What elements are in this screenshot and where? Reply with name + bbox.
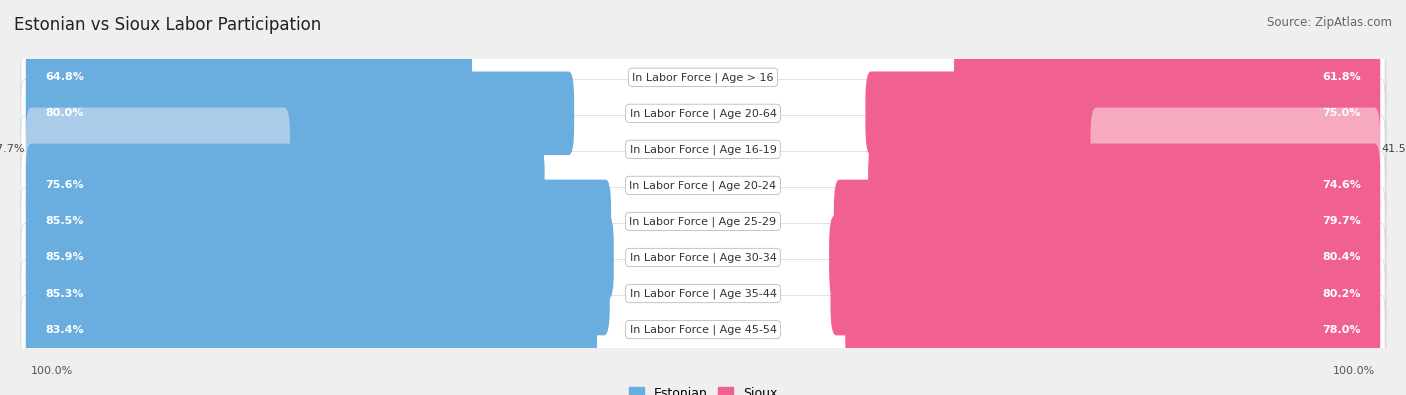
- FancyBboxPatch shape: [831, 252, 1381, 335]
- Text: 37.7%: 37.7%: [0, 144, 24, 154]
- FancyBboxPatch shape: [1091, 107, 1381, 191]
- FancyBboxPatch shape: [25, 36, 472, 119]
- FancyBboxPatch shape: [22, 260, 1388, 328]
- FancyBboxPatch shape: [21, 115, 1385, 183]
- FancyBboxPatch shape: [834, 180, 1381, 263]
- FancyBboxPatch shape: [25, 180, 612, 263]
- FancyBboxPatch shape: [25, 288, 598, 371]
- FancyBboxPatch shape: [845, 288, 1381, 371]
- FancyBboxPatch shape: [25, 144, 544, 227]
- Text: In Labor Force | Age 25-29: In Labor Force | Age 25-29: [630, 216, 776, 227]
- Text: 41.5%: 41.5%: [1382, 144, 1406, 154]
- Text: 80.4%: 80.4%: [1322, 252, 1361, 263]
- FancyBboxPatch shape: [21, 43, 1385, 111]
- Text: 85.5%: 85.5%: [45, 216, 83, 226]
- Text: 75.0%: 75.0%: [1323, 108, 1361, 118]
- Text: 85.3%: 85.3%: [45, 288, 83, 299]
- Text: In Labor Force | Age 16-19: In Labor Force | Age 16-19: [630, 144, 776, 154]
- Text: In Labor Force | Age 20-64: In Labor Force | Age 20-64: [630, 108, 776, 118]
- FancyBboxPatch shape: [21, 152, 1385, 219]
- FancyBboxPatch shape: [25, 107, 290, 191]
- Text: In Labor Force | Age 35-44: In Labor Force | Age 35-44: [630, 288, 776, 299]
- FancyBboxPatch shape: [21, 79, 1385, 147]
- FancyBboxPatch shape: [868, 144, 1381, 227]
- Text: In Labor Force | Age 20-24: In Labor Force | Age 20-24: [630, 180, 776, 191]
- Text: 61.8%: 61.8%: [1322, 72, 1361, 82]
- FancyBboxPatch shape: [22, 44, 1388, 112]
- Text: 100.0%: 100.0%: [1333, 366, 1375, 376]
- FancyBboxPatch shape: [22, 80, 1388, 148]
- Text: In Labor Force | Age 30-34: In Labor Force | Age 30-34: [630, 252, 776, 263]
- Text: 75.6%: 75.6%: [45, 181, 84, 190]
- FancyBboxPatch shape: [22, 296, 1388, 364]
- FancyBboxPatch shape: [830, 216, 1381, 299]
- FancyBboxPatch shape: [21, 296, 1385, 363]
- Text: In Labor Force | Age > 16: In Labor Force | Age > 16: [633, 72, 773, 83]
- FancyBboxPatch shape: [955, 36, 1381, 119]
- FancyBboxPatch shape: [25, 71, 574, 155]
- Text: 79.7%: 79.7%: [1322, 216, 1361, 226]
- Text: 80.2%: 80.2%: [1323, 288, 1361, 299]
- Text: 64.8%: 64.8%: [45, 72, 84, 82]
- Text: 80.0%: 80.0%: [45, 108, 83, 118]
- FancyBboxPatch shape: [21, 224, 1385, 292]
- FancyBboxPatch shape: [22, 224, 1388, 292]
- Text: 100.0%: 100.0%: [31, 366, 73, 376]
- Legend: Estonian, Sioux: Estonian, Sioux: [624, 382, 782, 395]
- FancyBboxPatch shape: [21, 188, 1385, 255]
- Text: 85.9%: 85.9%: [45, 252, 84, 263]
- Text: In Labor Force | Age 45-54: In Labor Force | Age 45-54: [630, 324, 776, 335]
- FancyBboxPatch shape: [22, 152, 1388, 220]
- Text: 78.0%: 78.0%: [1323, 325, 1361, 335]
- FancyBboxPatch shape: [22, 116, 1388, 184]
- FancyBboxPatch shape: [866, 71, 1381, 155]
- Text: 74.6%: 74.6%: [1322, 181, 1361, 190]
- FancyBboxPatch shape: [22, 188, 1388, 256]
- FancyBboxPatch shape: [25, 252, 610, 335]
- Text: Source: ZipAtlas.com: Source: ZipAtlas.com: [1267, 16, 1392, 29]
- Text: 83.4%: 83.4%: [45, 325, 84, 335]
- FancyBboxPatch shape: [25, 216, 614, 299]
- FancyBboxPatch shape: [21, 260, 1385, 327]
- Text: Estonian vs Sioux Labor Participation: Estonian vs Sioux Labor Participation: [14, 16, 322, 34]
